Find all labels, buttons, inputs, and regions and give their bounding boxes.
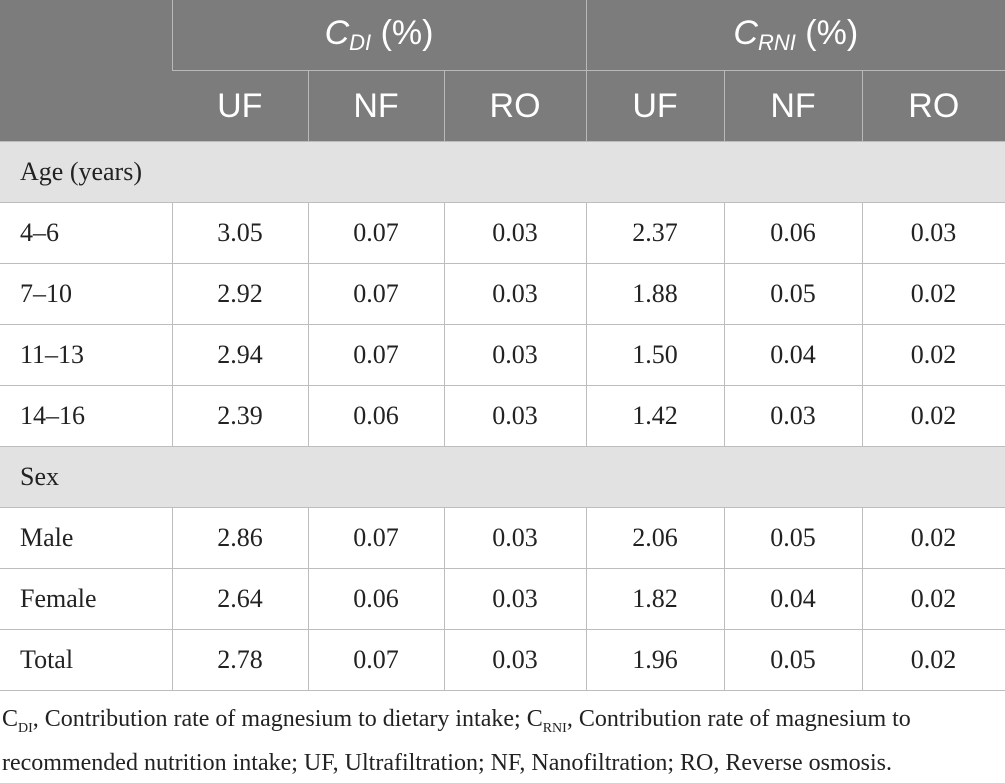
table-cell: 0.06 <box>307 385 444 447</box>
header-col-uf: UF <box>172 70 308 142</box>
row-label: Total <box>0 629 172 691</box>
table-cell: 2.86 <box>171 507 308 569</box>
table-cell: 1.42 <box>585 385 725 447</box>
row-label: 14–16 <box>0 385 172 447</box>
table-cell: 0.07 <box>307 324 444 386</box>
header-col-uf: UF <box>585 70 725 142</box>
table-cell: 2.06 <box>585 507 725 569</box>
table-cell: 0.02 <box>861 324 1005 386</box>
table-cell: 0.03 <box>443 629 587 691</box>
table-cell: 0.06 <box>307 568 444 630</box>
table-cell: 2.92 <box>171 263 308 325</box>
table-row: 14–16 2.39 0.06 0.03 1.42 0.03 0.02 <box>0 385 1005 447</box>
table-cell: 0.03 <box>861 202 1005 264</box>
row-label: Female <box>0 568 172 630</box>
table-row: 7–10 2.92 0.07 0.03 1.88 0.05 0.02 <box>0 263 1005 325</box>
table-cell: 1.50 <box>585 324 725 386</box>
table-cell: 0.02 <box>861 385 1005 447</box>
table-cell: 0.05 <box>723 629 863 691</box>
table-cell: 0.03 <box>443 324 587 386</box>
table-cell: 0.03 <box>443 263 587 325</box>
table-row: Total 2.78 0.07 0.03 1.96 0.05 0.02 <box>0 629 1005 691</box>
table-cell: 0.05 <box>723 263 863 325</box>
table-cell: 1.96 <box>585 629 725 691</box>
header-group-cdi: CDI (%) <box>171 0 587 71</box>
table-footnote: CDI, Contribution rate of magnesium to d… <box>2 706 911 776</box>
header-col-ro: RO <box>443 70 587 142</box>
table-cell: 0.02 <box>861 629 1005 691</box>
table-cell: 2.64 <box>171 568 308 630</box>
table-cell: 2.39 <box>171 385 308 447</box>
table-cell: 0.03 <box>443 385 587 447</box>
table-cell: 0.02 <box>861 263 1005 325</box>
table-cell: 0.02 <box>861 507 1005 569</box>
table-cell: 0.05 <box>723 507 863 569</box>
header-col-ro: RO <box>861 70 1005 142</box>
section-title: Sex <box>0 446 1005 508</box>
table-cell: 0.06 <box>723 202 863 264</box>
header-row-columns: UF NF RO UF NF RO <box>0 70 1005 142</box>
section-row: Age (years) <box>0 141 1005 203</box>
table-cell: 0.03 <box>443 568 587 630</box>
row-label: 11–13 <box>0 324 172 386</box>
table-row: 4–6 3.05 0.07 0.03 2.37 0.06 0.03 <box>0 202 1005 264</box>
table-cell: 1.82 <box>585 568 725 630</box>
table-cell: 2.94 <box>171 324 308 386</box>
section-row: Sex <box>0 446 1005 508</box>
table-row: Female 2.64 0.06 0.03 1.82 0.04 0.02 <box>0 568 1005 630</box>
table-cell: 0.07 <box>307 507 444 569</box>
table-cell: 0.03 <box>723 385 863 447</box>
table-cell: 1.88 <box>585 263 725 325</box>
table-row: Male 2.86 0.07 0.03 2.06 0.05 0.02 <box>0 507 1005 569</box>
table-cell: 0.07 <box>307 629 444 691</box>
row-label: Male <box>0 507 172 569</box>
table-cell: 0.07 <box>307 263 444 325</box>
header-corner-cell <box>0 0 172 142</box>
table-body: Age (years) 4–6 3.05 0.07 0.03 2.37 0.06 0.03 7–… <box>0 141 1005 691</box>
table-cell: 2.37 <box>585 202 725 264</box>
table-cell: 0.07 <box>307 202 444 264</box>
table-cell: 3.05 <box>171 202 308 264</box>
table-cell: 0.04 <box>723 568 863 630</box>
row-label: 7–10 <box>0 263 172 325</box>
table-cell: 2.78 <box>171 629 308 691</box>
table-cell: 0.04 <box>723 324 863 386</box>
header-col-nf: NF <box>723 70 863 142</box>
row-label: 4–6 <box>0 202 172 264</box>
header-row-groups: CDI (%) CRNI (%) <box>0 0 1005 142</box>
table-cell: 0.03 <box>443 202 587 264</box>
table-cell: 0.02 <box>861 568 1005 630</box>
header-col-nf: NF <box>307 70 444 142</box>
magnesium-contribution-table: CDI (%) CRNI (%) UF NF RO UF NF RO Age (… <box>0 0 1005 691</box>
header-group-crni: CRNI (%) <box>585 0 1005 71</box>
section-title: Age (years) <box>0 141 1005 203</box>
table-cell: 0.03 <box>443 507 587 569</box>
table-row: 11–13 2.94 0.07 0.03 1.50 0.04 0.02 <box>0 324 1005 386</box>
